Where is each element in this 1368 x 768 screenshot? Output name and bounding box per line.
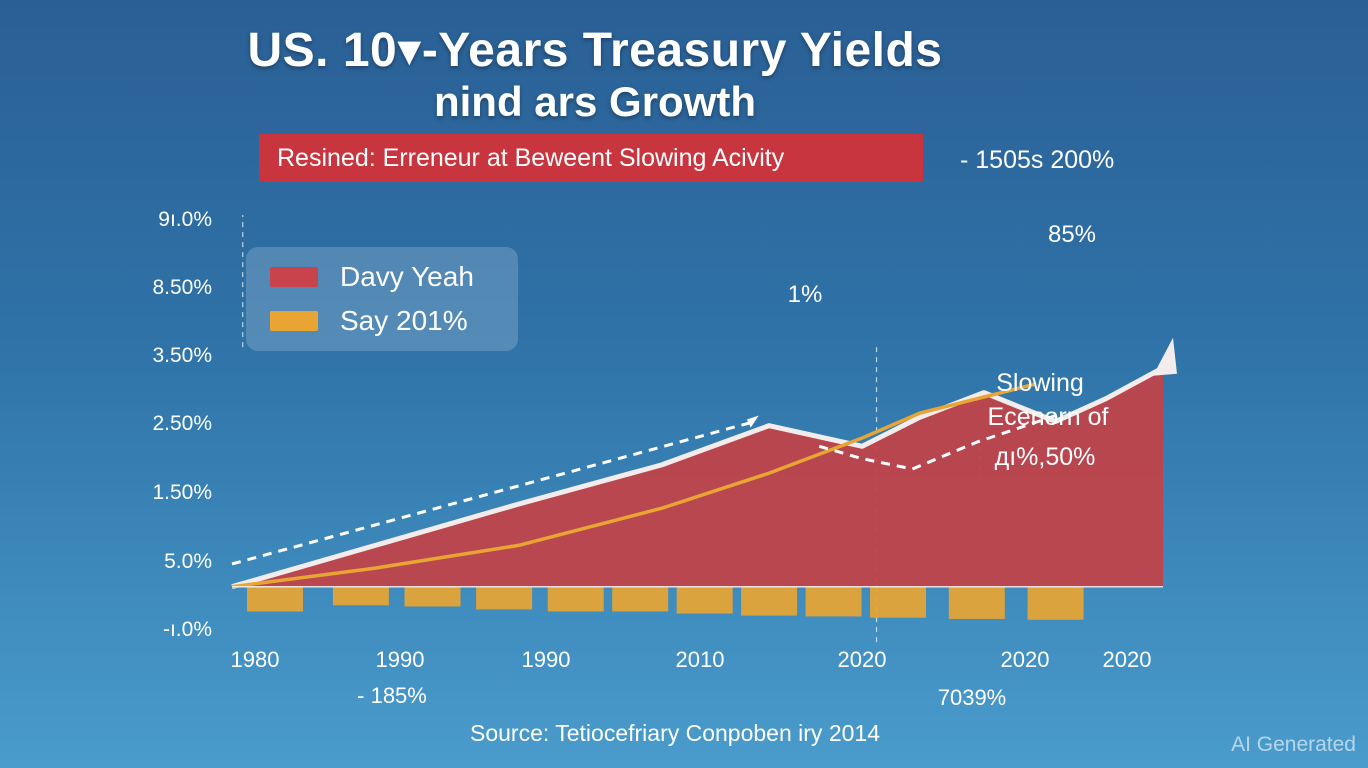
x-tick-label: 2020	[838, 647, 887, 672]
arrow-head-icon	[1153, 337, 1177, 376]
bar	[476, 586, 533, 610]
annotation-label: 85%	[1048, 221, 1096, 248]
series-area-fill	[232, 367, 1163, 587]
bar	[404, 586, 461, 607]
legend-label: Say 201%	[340, 305, 468, 336]
bar	[612, 586, 669, 612]
y-tick-label: 3.50%	[152, 344, 212, 367]
bar	[676, 586, 733, 614]
series-area-line	[231, 365, 1165, 590]
y-tick-label: 1.50%	[152, 481, 212, 504]
subtitle-banner: Resined: Erreneur at Beweent Slowing Aci…	[259, 134, 923, 182]
bar	[246, 586, 303, 612]
x-tick-label: 1980	[231, 647, 280, 672]
legend-item-say: Say 201%	[270, 301, 468, 341]
annotation-label: Ecenorn of	[988, 403, 1109, 431]
legend-item-davy-yeah: Davy Yeah	[270, 257, 474, 297]
y-tick-label: 8.50%	[152, 276, 212, 299]
annotation-label: Slowing	[996, 369, 1084, 397]
x-tick-label: 1990	[376, 647, 425, 672]
bar	[870, 586, 927, 618]
y-tick-label: 2.50%	[152, 412, 212, 435]
legend-swatch-orange	[270, 311, 318, 331]
y-tick-label: 9ı.0%	[158, 208, 212, 231]
ai-watermark: AI Generated	[1231, 733, 1356, 756]
x-tick-label: 1990	[522, 647, 571, 672]
below-axis-label: 7039%	[938, 685, 1007, 710]
y-tick-label: -ı.0%	[163, 618, 212, 641]
bar	[547, 586, 604, 612]
annotation-label: 1%	[788, 281, 823, 308]
series-dashed-trend	[818, 411, 1064, 471]
x-tick-label: 2010	[676, 647, 725, 672]
x-tick-label: 2020	[1103, 647, 1152, 672]
bar	[741, 586, 798, 616]
series-orange-line	[231, 382, 1035, 589]
bar	[332, 586, 389, 606]
bar	[805, 586, 862, 617]
legend-label: Davy Yeah	[340, 261, 474, 292]
top-right-annotation: - 1505s 200%	[960, 146, 1115, 174]
source-caption: Source: Tetiocefriary Conpoben iry 2014	[470, 720, 880, 746]
legend: Davy Yeah Say 201%	[246, 247, 518, 351]
y-tick-label: 5.0%	[164, 550, 212, 573]
trend-arrow-icon	[746, 415, 759, 428]
below-axis-label: - 185%	[357, 683, 427, 708]
chart-title-line2: nind ars Growth	[433, 78, 756, 125]
x-tick-label: 2020	[1001, 647, 1050, 672]
series-dashed-trend	[231, 420, 756, 566]
chart-title-line1: US. 10▾-Years Treasury Yields	[247, 24, 943, 77]
bar	[1027, 586, 1084, 620]
annotation-label: дı%,50%	[995, 443, 1096, 471]
bar	[948, 586, 1005, 619]
legend-swatch-red	[270, 267, 318, 287]
